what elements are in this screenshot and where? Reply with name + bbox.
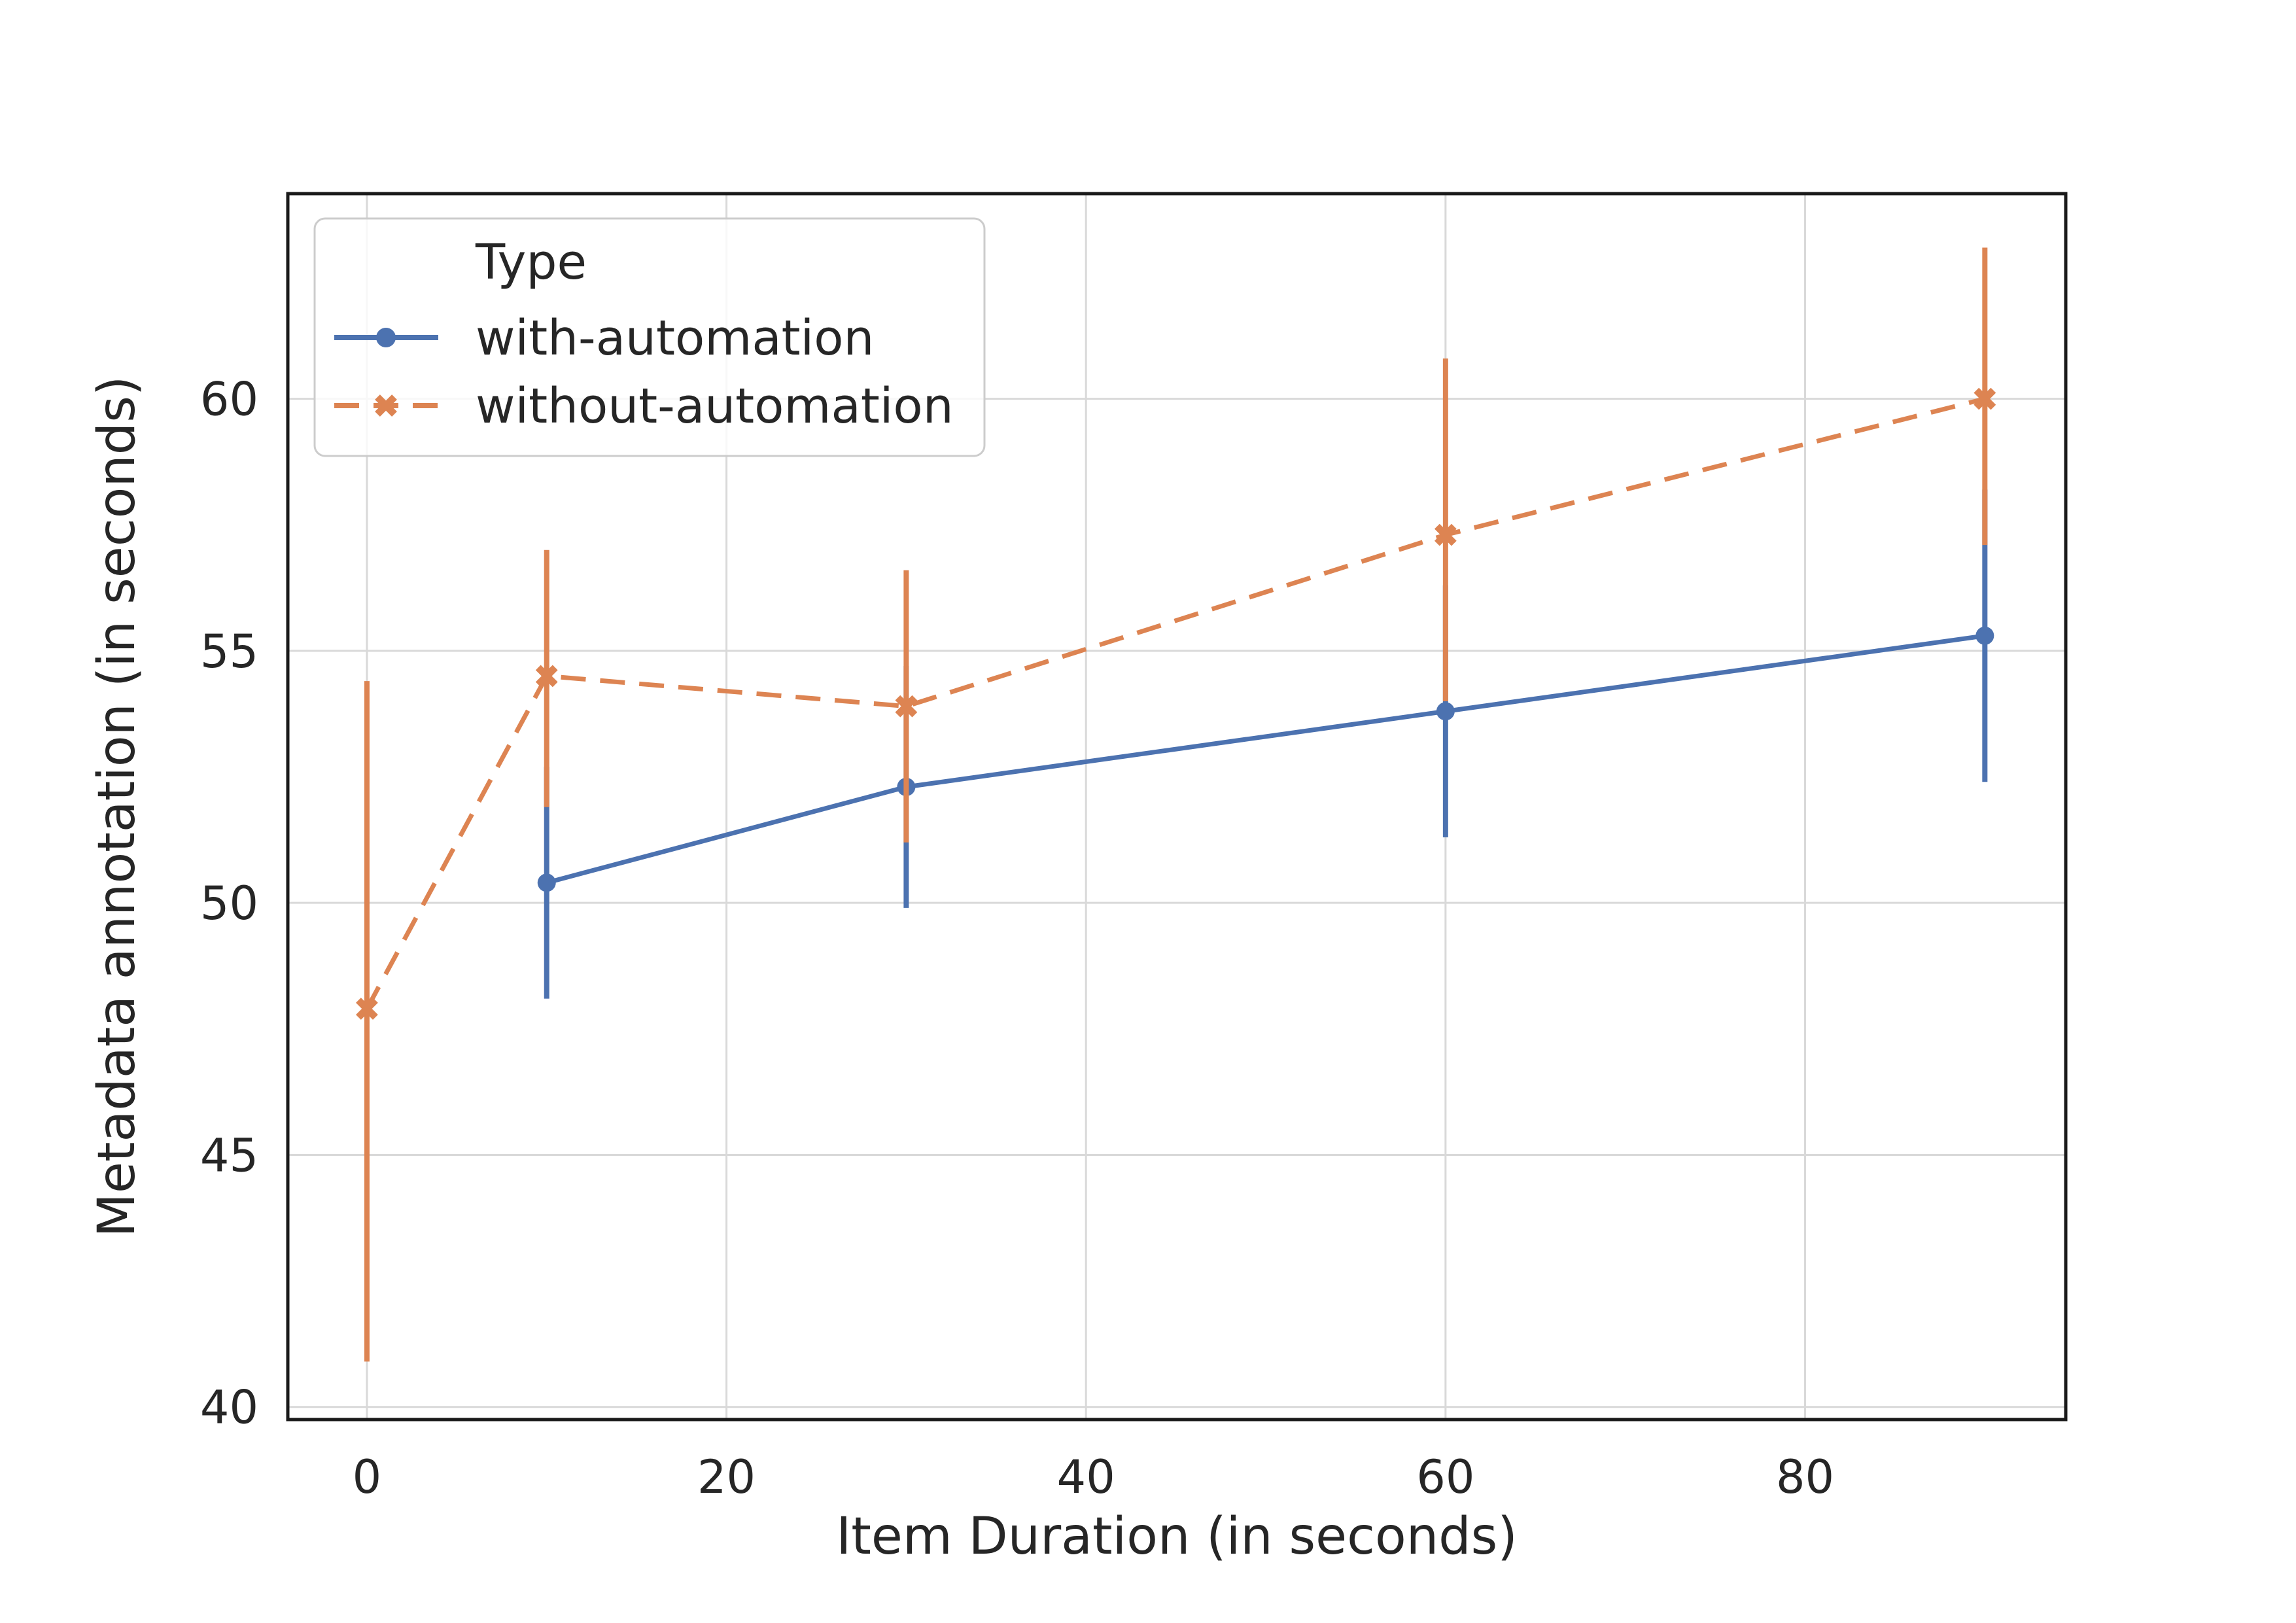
series-layer (356, 247, 1996, 1362)
x-tick-label: 20 (697, 1450, 756, 1504)
y-tick-label: 55 (200, 625, 258, 678)
legend-marker-circle (376, 328, 396, 347)
circle-marker (1436, 702, 1455, 721)
gridlines (288, 194, 2066, 1420)
legend-sample-without-automation (334, 394, 438, 417)
y-tick-label: 60 (200, 373, 258, 427)
legend: Type with-automation without-automation (313, 217, 986, 457)
x-tick-label: 0 (353, 1450, 382, 1504)
series-line (364, 396, 1986, 1010)
y-tick-labels: 40 45 50 55 60 (200, 373, 258, 1435)
x-marker (895, 695, 918, 718)
legend-title: Type (475, 234, 587, 290)
circle-marker (537, 873, 556, 892)
x-axis-label: Item Duration (in seconds) (836, 1507, 1518, 1566)
y-axis-label: Metadata annotation (in seconds) (88, 376, 147, 1238)
x-tick-label: 40 (1057, 1450, 1115, 1504)
x-marker (535, 665, 558, 688)
x-marker (356, 998, 378, 1020)
plot-border (286, 192, 2068, 1422)
x-tick-label: 80 (1776, 1450, 1834, 1504)
series-line (546, 633, 1985, 885)
legend-label-with-automation: with-automation (476, 310, 874, 366)
legend-box (313, 217, 986, 457)
legend-label-without-automation: without-automation (476, 378, 954, 434)
x-marker (1974, 387, 1996, 410)
y-tick-label: 50 (200, 877, 258, 930)
y-tick-label: 40 (200, 1381, 258, 1435)
legend-marker-x-stroke-2 (375, 394, 397, 417)
y-tick-label: 45 (200, 1128, 258, 1182)
x-tick-label: 60 (1416, 1450, 1474, 1504)
circle-marker (1975, 626, 1994, 645)
x-marker (1434, 523, 1457, 546)
x-tick-labels: 0 20 40 60 80 (353, 1450, 1834, 1504)
series-without-automation (356, 247, 1996, 1362)
legend-sample-with-automation (334, 328, 438, 347)
